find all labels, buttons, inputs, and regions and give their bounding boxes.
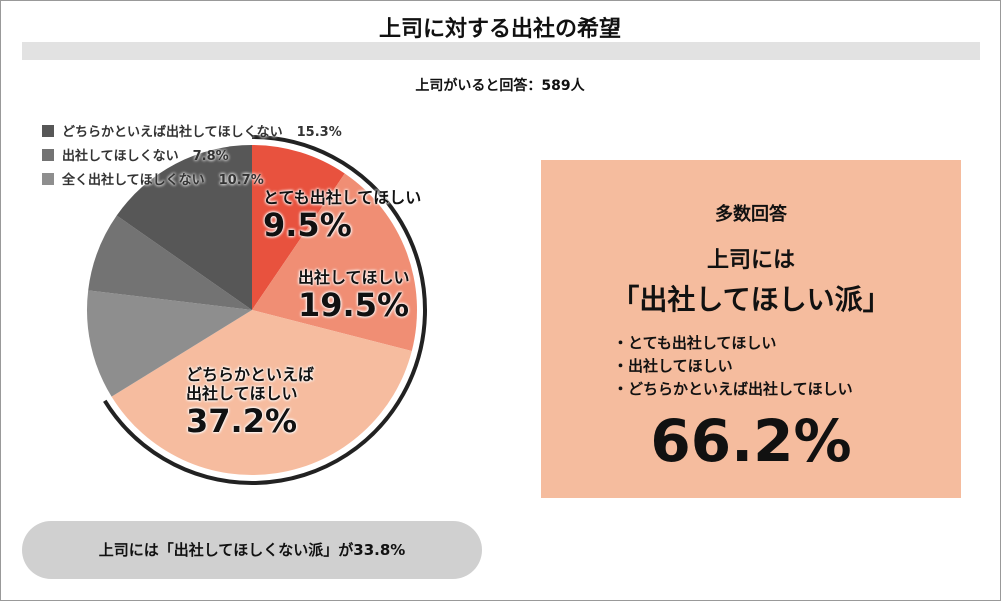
chart-title: 上司に対する出社の希望 [379,16,621,42]
summary-line: 「出社してほしい派」 [611,283,891,316]
legend-label: どちらかといえば出社してほしくない [62,125,283,140]
summary-list: とても出社してほしい出社してほしいどちらかといえば出社してほしい [613,332,961,401]
slice-label: 出社してほしい 19.5% [298,268,448,323]
slice-value: 37.2% [186,402,298,440]
legend-label: 出社してほしくない [62,149,179,164]
slice-name: 出社してほしい [298,268,410,287]
legend-swatch [42,125,54,137]
slice-value: 9.5% [263,206,352,244]
legend-value: 7.8% [192,149,229,164]
slice-label: とても出社してほしい 9.5% [263,188,473,243]
slice-name: どちらかといえば出社してほしい [186,365,315,403]
summary-box: 多数回答 上司には 「出社してほしい派」 とても出社してほしい出社してほしいどち… [541,160,961,498]
pie-slice [252,145,345,310]
slice-label: どちらかといえば出社してほしい 37.2% [186,365,326,439]
footer-note: 上司には「出社してほしくない派」が33.8% [22,521,482,579]
pie-slice [252,173,417,352]
legend-swatch [42,173,54,185]
summary-item: 出社してほしい [613,355,961,378]
pie-slice [116,145,252,310]
pie [86,135,427,485]
summary-line: 上司には [706,248,795,273]
legend-swatch [42,149,54,161]
highlight-arc [103,135,427,485]
legend-value: 10.7% [218,173,264,188]
summary-item: とても出社してほしい [613,332,961,355]
legend-item: 全く出社してほしくない 10.7% [42,169,264,188]
summary-total: 66.2% [650,407,852,475]
title-band [22,42,980,60]
pie-slice [88,215,252,310]
slice-value: 19.5% [298,286,410,324]
legend-item: 出社してほしくない 7.8% [42,145,229,164]
slice-name: とても出社してほしい [263,188,422,207]
legend-label: 全く出社してほしくない [62,173,205,188]
pie-slice [86,290,252,397]
pie-slice [111,310,412,476]
summary-heading: 多数回答 [715,204,787,225]
subtitle: 上司がいると回答：589人 [415,77,585,94]
legend-item: どちらかといえば出社してほしくない 15.3% [42,121,342,140]
legend-value: 15.3% [296,125,342,140]
summary-item: どちらかといえば出社してほしい [613,378,961,401]
